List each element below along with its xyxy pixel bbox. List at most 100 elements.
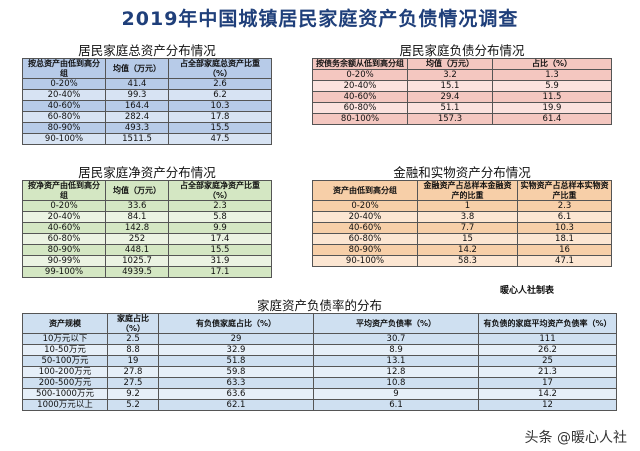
table-cell: 41.4	[105, 78, 169, 90]
table-row: 60-80% 15 18.1	[312, 233, 612, 245]
table-cell: 20-40%	[22, 211, 106, 223]
table-cell: 90-99%	[22, 255, 106, 267]
table-cell: 60-80%	[312, 102, 408, 114]
t5-header-scale: 资产规模	[22, 313, 108, 334]
table-row: 90-99% 1025.7 31.9	[22, 255, 272, 267]
table-cell: 10万元以下	[22, 333, 108, 345]
table-cell: 9	[313, 388, 479, 400]
table-cell: 252	[105, 233, 169, 245]
table-cell: 60-80%	[312, 233, 418, 245]
table-row: 200-500万元 27.5 63.3 10.8 17	[22, 377, 617, 389]
table-cell: 111	[478, 333, 617, 345]
t5-header-debt-avg-ratio: 有负债的家庭平均资产负债率（%）	[478, 313, 617, 334]
t2-title: 居民家庭负债分布情况	[399, 43, 525, 58]
table-cell: 4939.5	[105, 266, 169, 278]
table-cell: 19	[107, 355, 159, 367]
table-cell: 6.1	[517, 211, 612, 223]
table-cell: 33.6	[105, 200, 169, 212]
table-row: 90-100% 1511.5 47.5	[22, 133, 272, 145]
table-cell: 8.9	[313, 344, 479, 356]
table-row: 40-60% 142.8 9.9	[22, 222, 272, 234]
table-cell: 17	[478, 377, 617, 389]
t4-header-physical: 实物资产占总样本实物资产比重	[517, 180, 612, 201]
table-row: 10万元以下 2.5 29 30.7 111	[22, 333, 617, 345]
table-cell: 14.2	[417, 244, 518, 256]
net-assets-table: 按净资产由低到高分组 均值（万元） 占全部家庭净资产比重（%） 0-20% 33.…	[22, 180, 272, 278]
table-cell: 9.2	[107, 388, 159, 400]
table-cell: 3.2	[407, 69, 493, 81]
t2-header-group: 按债务余额从低到高分组	[312, 58, 408, 70]
table-row: 500-1000万元 9.2 63.6 9 14.2	[22, 388, 617, 400]
table-cell: 500-1000万元	[22, 388, 108, 400]
table-cell: 5.9	[492, 80, 612, 92]
financial-physical-table: 资产由低到高分组 金融资产占总样本金融资产的比重 实物资产占总样本实物资产比重 …	[312, 180, 612, 267]
table-cell: 47.1	[517, 255, 612, 267]
table-cell: 12.8	[313, 366, 479, 378]
table-row: 50-100万元 19 51.8 13.1 25	[22, 355, 617, 367]
table-cell: 2.5	[107, 333, 159, 345]
table-cell: 17.8	[168, 111, 272, 123]
table-row: 80-90% 493.3 15.5	[22, 122, 272, 134]
table-cell: 1.3	[492, 69, 612, 81]
table-cell: 51.1	[407, 102, 493, 114]
table-cell: 7.7	[417, 222, 518, 234]
t1-title: 居民家庭总资产分布情况	[78, 43, 216, 58]
t3-title: 居民家庭净资产分布情况	[78, 165, 216, 180]
table-row: 60-80% 282.4 17.8	[22, 111, 272, 123]
table-cell: 10.8	[313, 377, 479, 389]
table-cell: 2.6	[168, 78, 272, 90]
table-cell: 0-20%	[22, 200, 106, 212]
table-cell: 90-100%	[312, 255, 418, 267]
table-cell: 25	[478, 355, 617, 367]
table-cell: 18.1	[517, 233, 612, 245]
table-cell: 1025.7	[105, 255, 169, 267]
t2-header-mean: 均值（万元）	[407, 58, 493, 70]
table-cell: 63.6	[158, 388, 314, 400]
table-row: 40-60% 164.4 10.3	[22, 100, 272, 112]
table-row: 20-40% 15.1 5.9	[312, 80, 612, 92]
table-cell: 40-60%	[22, 222, 106, 234]
table-cell: 0-20%	[22, 78, 106, 90]
debt-table: 按债务余额从低到高分组 均值（万元） 占比（%） 0-20% 3.2 1.3 20-4…	[312, 58, 612, 125]
table-cell: 61.4	[492, 113, 612, 125]
t4-title: 金融和实物资产分布情况	[393, 165, 531, 180]
table-cell: 20-40%	[312, 80, 408, 92]
table-cell: 19.9	[492, 102, 612, 114]
table-cell: 80-100%	[312, 113, 408, 125]
table-cell: 58.3	[417, 255, 518, 267]
table-row: 0-20% 3.2 1.3	[312, 69, 612, 81]
table-row: 60-80% 51.1 19.9	[312, 102, 612, 114]
table-row: 80-100% 157.3 61.4	[312, 113, 612, 125]
table-cell: 282.4	[105, 111, 169, 123]
table-cell: 3.8	[417, 211, 518, 223]
table-cell: 15.1	[407, 80, 493, 92]
table-row: 99-100% 4939.5 17.1	[22, 266, 272, 278]
table-cell: 60-80%	[22, 233, 106, 245]
t4-header-group: 资产由低到高分组	[312, 180, 418, 201]
table-cell: 5.8	[168, 211, 272, 223]
table-cell: 10.3	[168, 100, 272, 112]
table-cell: 17.1	[168, 266, 272, 278]
t5-header-debt-family-share: 有负债家庭占比（%）	[158, 313, 314, 334]
table-cell: 1000万元以上	[22, 399, 108, 411]
t3-header-share: 占全部家庭净资产比重（%）	[168, 180, 272, 201]
table-cell: 30.7	[313, 333, 479, 345]
table-row: 40-60% 7.7 10.3	[312, 222, 612, 234]
table-cell: 8.8	[107, 344, 159, 356]
table-cell: 31.9	[168, 255, 272, 267]
table-row: 20-40% 84.1 5.8	[22, 211, 272, 223]
table-cell: 15.5	[168, 122, 272, 134]
table-cell: 15.5	[168, 244, 272, 256]
table-row: 60-80% 252 17.4	[22, 233, 272, 245]
table-cell: 29	[158, 333, 314, 345]
table-row: 40-60% 29.4 11.5	[312, 91, 612, 103]
table-cell: 164.4	[105, 100, 169, 112]
table-cell: 40-60%	[312, 222, 418, 234]
table-cell: 493.3	[105, 122, 169, 134]
table-row: 80-90% 448.1 15.5	[22, 244, 272, 256]
t5-header-family-share: 家庭占比（%）	[107, 313, 159, 334]
t1-header-group: 按总资产由低到高分组	[22, 58, 106, 79]
total-assets-table: 按总资产由低到高分组 均值（万元） 占全部家庭总资产比重（%） 0-20% 41.…	[22, 58, 272, 145]
table-cell: 6.2	[168, 89, 272, 101]
table-cell: 20-40%	[312, 211, 418, 223]
